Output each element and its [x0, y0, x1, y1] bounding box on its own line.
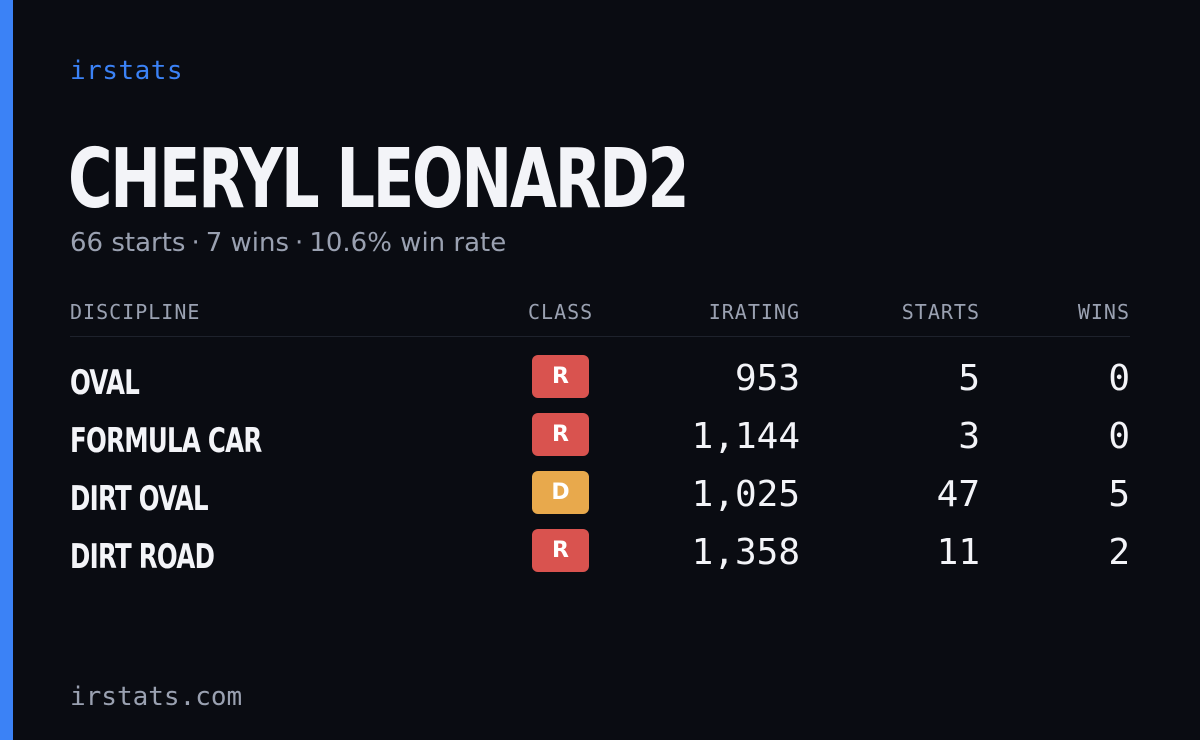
player-summary: 66 starts · 7 wins · 10.6% win rate: [70, 228, 506, 258]
row-irating: 953: [734, 358, 800, 399]
row-starts: 47: [936, 474, 980, 515]
row-wins: 5: [1108, 474, 1130, 515]
row-discipline: OVAL: [70, 363, 140, 403]
row-irating: 1,144: [691, 416, 800, 457]
footer-url: irstats.com: [70, 682, 243, 712]
class-badge: R: [532, 413, 589, 456]
table-row: OVAL R 953 5 0: [70, 355, 1130, 413]
row-wins: 2: [1108, 532, 1130, 573]
summary-win-rate: 10.6% win rate: [309, 228, 507, 258]
header-discipline: DISCIPLINE: [70, 300, 201, 324]
row-discipline: DIRT OVAL: [70, 479, 209, 519]
row-irating: 1,358: [691, 532, 800, 573]
table-header: DISCIPLINE CLASS IRATING STARTS WINS: [70, 298, 1130, 337]
accent-bar: [0, 0, 13, 740]
class-badge: R: [532, 355, 589, 398]
brand-logo-text: irstats: [70, 56, 184, 86]
header-class: CLASS: [528, 300, 594, 324]
player-name: CHERYL LEONARD2: [68, 132, 690, 227]
row-wins: 0: [1108, 416, 1130, 457]
summary-wins: 7 wins: [205, 228, 290, 258]
discipline-table: DISCIPLINE CLASS IRATING STARTS WINS OVA…: [70, 298, 1130, 587]
header-starts: STARTS: [901, 300, 980, 324]
row-starts: 5: [958, 358, 980, 399]
row-discipline: DIRT ROAD: [70, 537, 215, 577]
row-starts: 11: [936, 532, 980, 573]
row-discipline: FORMULA CAR: [70, 421, 262, 461]
table-row: DIRT ROAD R 1,358 11 2: [70, 529, 1130, 587]
row-wins: 0: [1108, 358, 1130, 399]
row-irating: 1,025: [691, 474, 800, 515]
summary-separator: ·: [191, 228, 200, 258]
class-badge: D: [532, 471, 589, 514]
summary-separator: ·: [295, 228, 304, 258]
table-row: FORMULA CAR R 1,144 3 0: [70, 413, 1130, 471]
summary-starts: 66 starts: [70, 228, 186, 258]
header-wins: WINS: [1077, 300, 1130, 324]
header-irating: IRATING: [708, 300, 800, 324]
table-row: DIRT OVAL D 1,025 47 5: [70, 471, 1130, 529]
table-body: OVAL R 953 5 0 FORMULA CAR R 1,144 3 0 D…: [70, 355, 1130, 587]
row-starts: 3: [958, 416, 980, 457]
class-badge: R: [532, 529, 589, 572]
